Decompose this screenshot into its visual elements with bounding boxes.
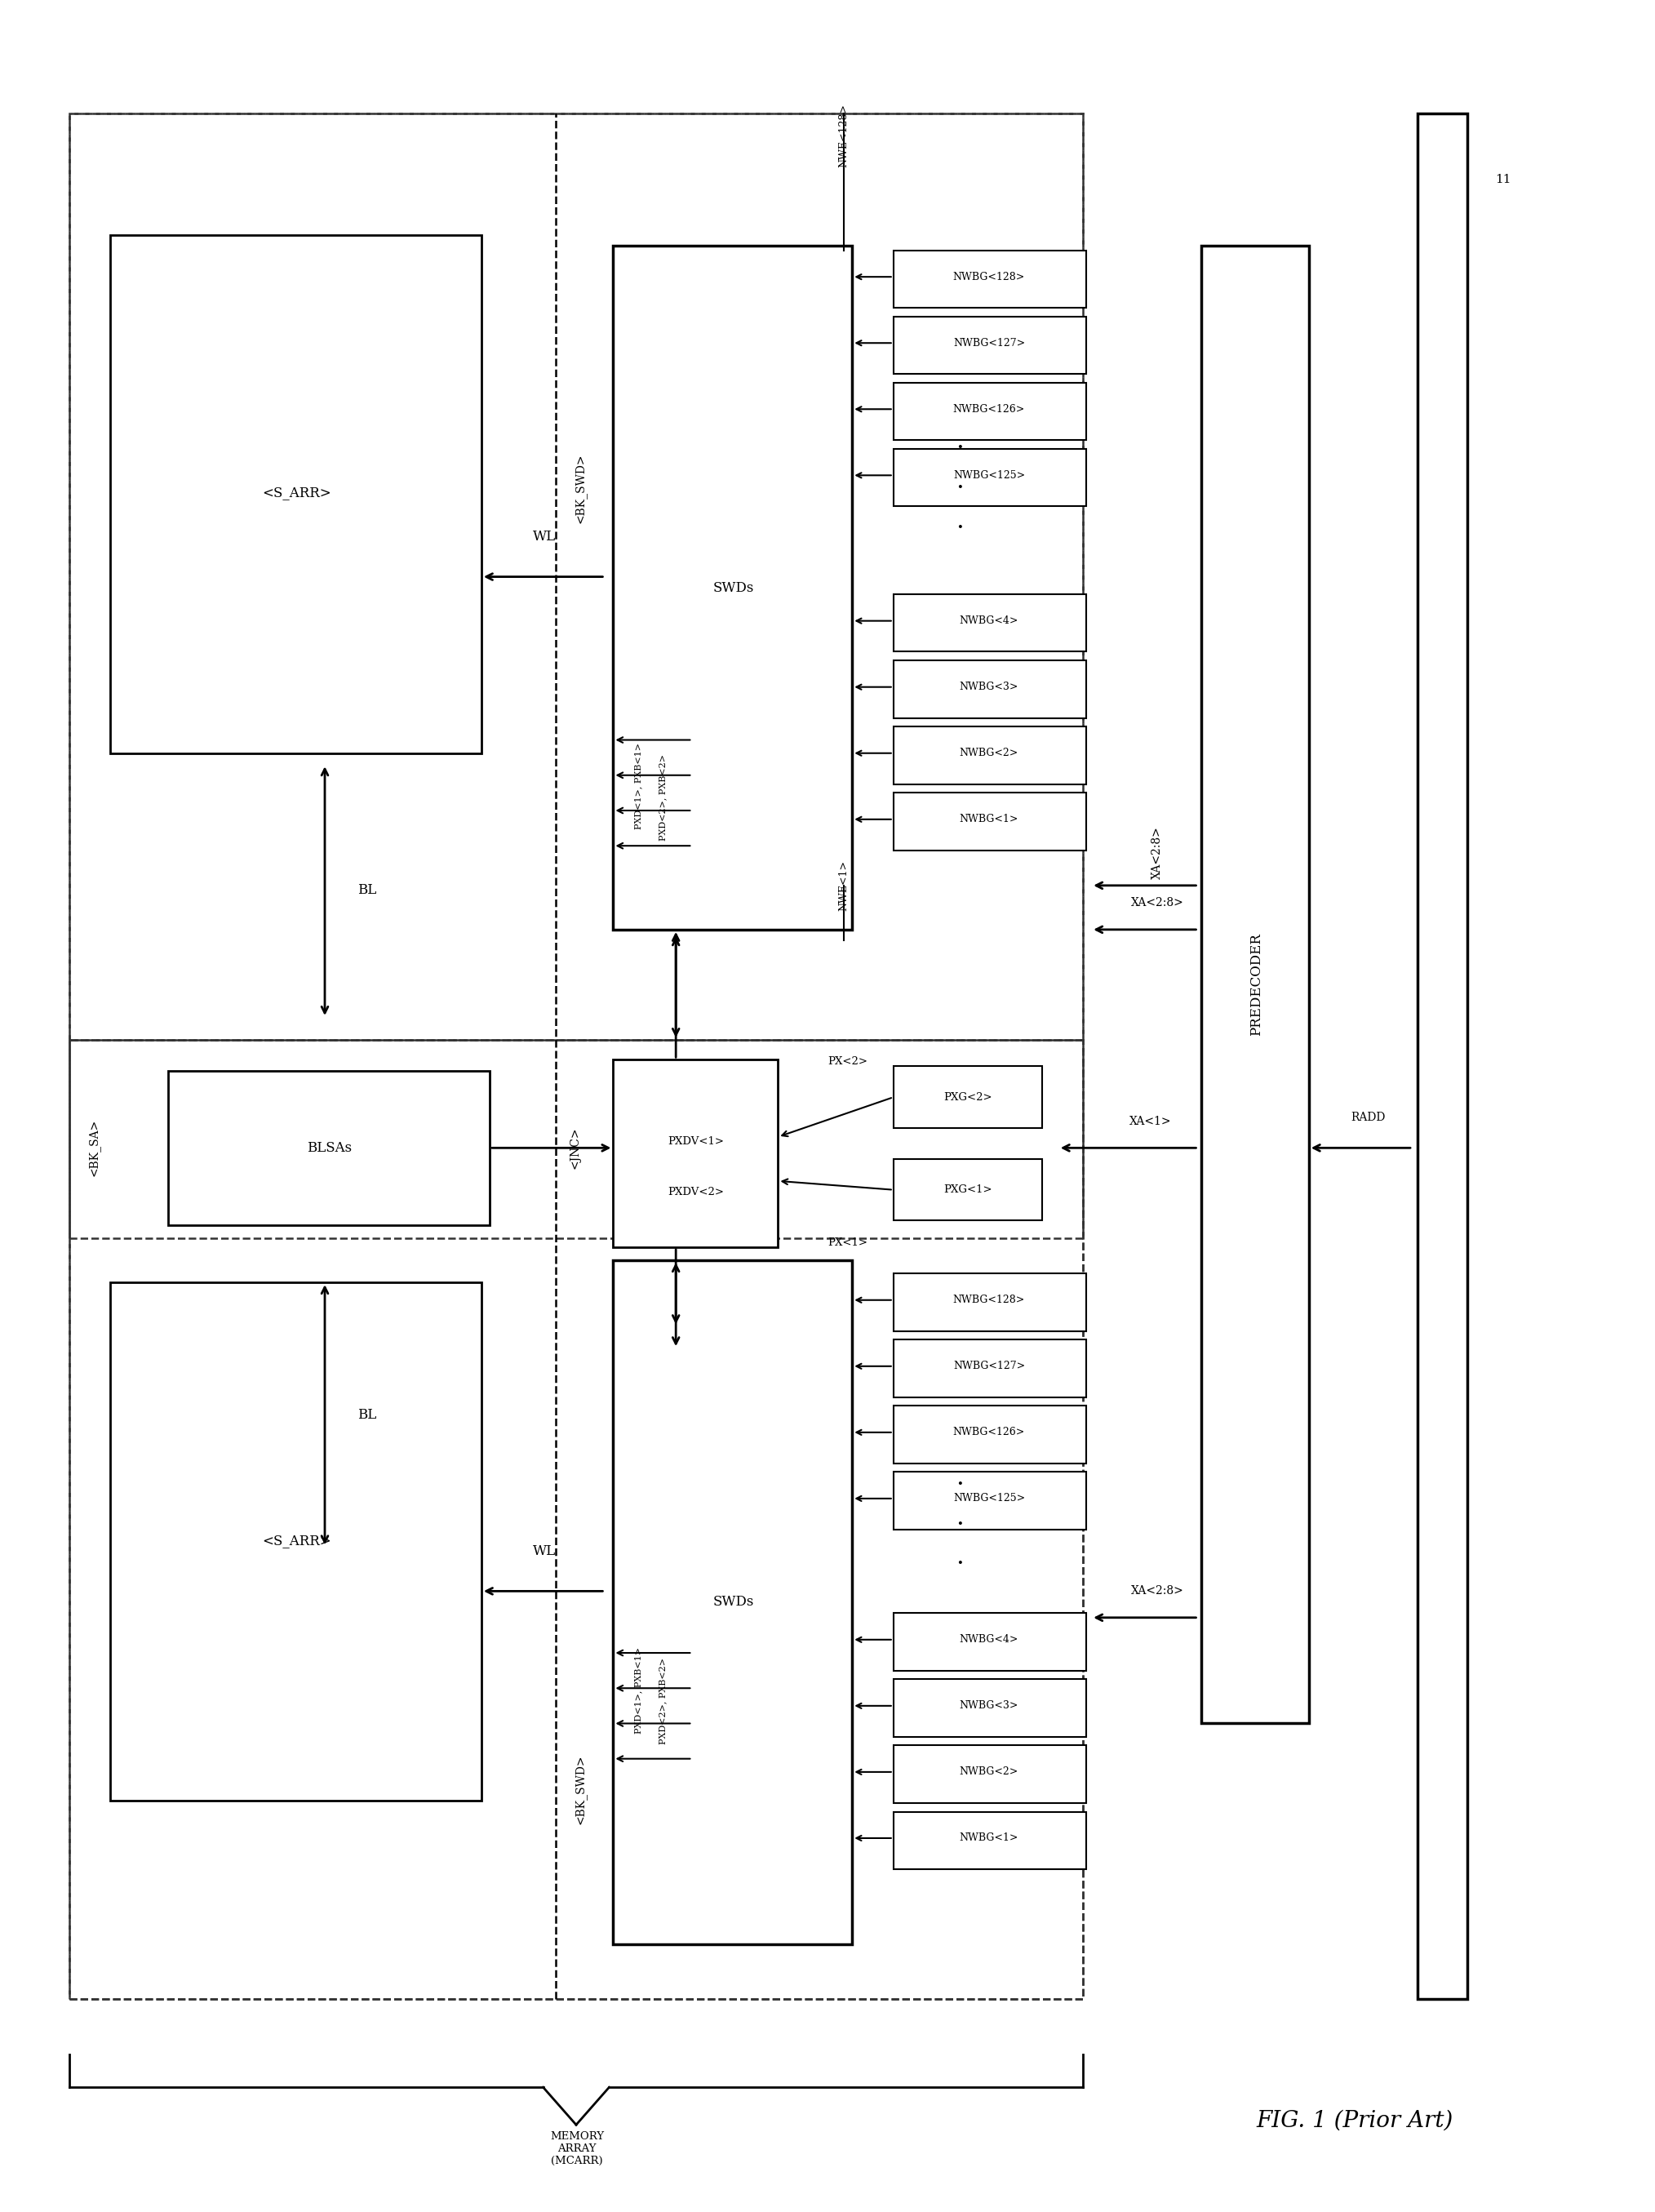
Text: BL: BL xyxy=(357,1407,377,1422)
Bar xyxy=(111,234,482,752)
Text: ·: · xyxy=(955,476,963,502)
Bar xyxy=(614,246,852,929)
Text: PXDV<2>: PXDV<2> xyxy=(667,1186,723,1197)
Text: NWBG<3>: NWBG<3> xyxy=(960,681,1018,692)
Bar xyxy=(70,1040,1082,2000)
Text: <BK_SWD>: <BK_SWD> xyxy=(574,453,586,524)
Text: ·: · xyxy=(955,515,963,542)
Bar xyxy=(894,792,1086,849)
Text: ·: · xyxy=(955,1553,963,1577)
Text: BL: BL xyxy=(357,883,377,896)
Bar xyxy=(614,1060,778,1248)
Text: <JNC>: <JNC> xyxy=(569,1126,581,1168)
Text: PXG<2>: PXG<2> xyxy=(943,1093,991,1102)
Bar xyxy=(1202,246,1309,1723)
Text: XA<2:8>: XA<2:8> xyxy=(1130,1586,1183,1597)
Text: NWBG<125>: NWBG<125> xyxy=(953,1493,1024,1504)
Bar xyxy=(894,1745,1086,1803)
Text: MEMORY
ARRAY
(MCARR): MEMORY ARRAY (MCARR) xyxy=(549,2132,604,2166)
Bar xyxy=(894,1066,1041,1128)
Text: NWBG<4>: NWBG<4> xyxy=(960,1635,1018,1646)
Bar xyxy=(894,1471,1086,1528)
Text: ·: · xyxy=(955,436,963,462)
Text: NWBG<127>: NWBG<127> xyxy=(953,338,1024,347)
Bar xyxy=(894,1407,1086,1464)
Text: NWBG<2>: NWBG<2> xyxy=(960,1767,1018,1776)
Text: PXDV<1>: PXDV<1> xyxy=(667,1137,723,1146)
Text: NWBG<126>: NWBG<126> xyxy=(953,1427,1024,1438)
Bar xyxy=(169,1071,490,1225)
Bar xyxy=(894,1340,1086,1398)
Text: FIG. 1 (Prior Art): FIG. 1 (Prior Art) xyxy=(1256,2110,1453,2132)
Text: NWBG<127>: NWBG<127> xyxy=(953,1360,1024,1371)
Bar xyxy=(894,383,1086,440)
Text: PXD<1>, PXB<1>: PXD<1>, PXB<1> xyxy=(634,1648,642,1734)
Text: PXD<2>, PXB<2>: PXD<2>, PXB<2> xyxy=(659,754,667,841)
Text: SWDs: SWDs xyxy=(713,1595,755,1608)
Text: WL: WL xyxy=(533,1544,556,1559)
Bar xyxy=(894,1812,1086,1869)
Text: XA<2:8>: XA<2:8> xyxy=(1152,825,1163,878)
Bar xyxy=(894,1613,1086,1670)
Text: ·: · xyxy=(955,1473,963,1498)
Text: PREDECODER: PREDECODER xyxy=(1250,933,1263,1035)
Text: BLSAs: BLSAs xyxy=(308,1141,353,1155)
Bar xyxy=(894,728,1086,783)
Bar xyxy=(894,661,1086,719)
Text: RADD: RADD xyxy=(1350,1110,1385,1124)
Bar xyxy=(894,316,1086,374)
Text: XA<1>: XA<1> xyxy=(1129,1115,1172,1128)
Text: NWBG<1>: NWBG<1> xyxy=(960,814,1018,825)
Text: NWBG<125>: NWBG<125> xyxy=(953,469,1024,480)
Text: <BK_SWD>: <BK_SWD> xyxy=(574,1754,586,1825)
Text: NWE<1>: NWE<1> xyxy=(839,860,849,911)
Text: SWDs: SWDs xyxy=(713,582,755,595)
Text: NWBG<128>: NWBG<128> xyxy=(953,1294,1024,1305)
Text: PX<1>: PX<1> xyxy=(828,1237,867,1248)
Bar xyxy=(894,449,1086,507)
Text: PX<2>: PX<2> xyxy=(828,1057,867,1066)
Text: <S_ARR>: <S_ARR> xyxy=(261,487,331,500)
Text: <S_ARR>: <S_ARR> xyxy=(261,1533,331,1548)
Bar xyxy=(70,113,1082,1040)
Bar xyxy=(70,1040,1082,1239)
Text: NWBG<126>: NWBG<126> xyxy=(953,405,1024,414)
Bar xyxy=(614,1261,852,1944)
Text: NWBG<4>: NWBG<4> xyxy=(960,615,1018,626)
Bar xyxy=(894,1274,1086,1332)
Text: WL: WL xyxy=(533,531,556,544)
Bar xyxy=(1418,113,1466,2000)
Text: NWBG<2>: NWBG<2> xyxy=(960,748,1018,759)
Text: PXG<1>: PXG<1> xyxy=(943,1183,991,1194)
Text: PXD<2>, PXB<2>: PXD<2>, PXB<2> xyxy=(659,1659,667,1745)
Text: <BK_SA>: <BK_SA> xyxy=(88,1119,99,1177)
Bar xyxy=(894,595,1086,653)
Bar xyxy=(70,113,1082,2000)
Bar xyxy=(894,1159,1041,1221)
Bar xyxy=(111,1283,482,1801)
Bar xyxy=(894,250,1086,307)
Text: NWE<128>: NWE<128> xyxy=(839,104,849,168)
Text: XA<2:8>: XA<2:8> xyxy=(1130,898,1183,909)
Text: NWBG<128>: NWBG<128> xyxy=(953,272,1024,283)
Text: PXD<1>, PXB<1>: PXD<1>, PXB<1> xyxy=(634,743,642,830)
Text: NWBG<1>: NWBG<1> xyxy=(960,1834,1018,1843)
Text: NWBG<3>: NWBG<3> xyxy=(960,1701,1018,1712)
Bar xyxy=(894,1679,1086,1736)
Text: ·: · xyxy=(955,1513,963,1537)
Text: 11: 11 xyxy=(1494,175,1511,186)
